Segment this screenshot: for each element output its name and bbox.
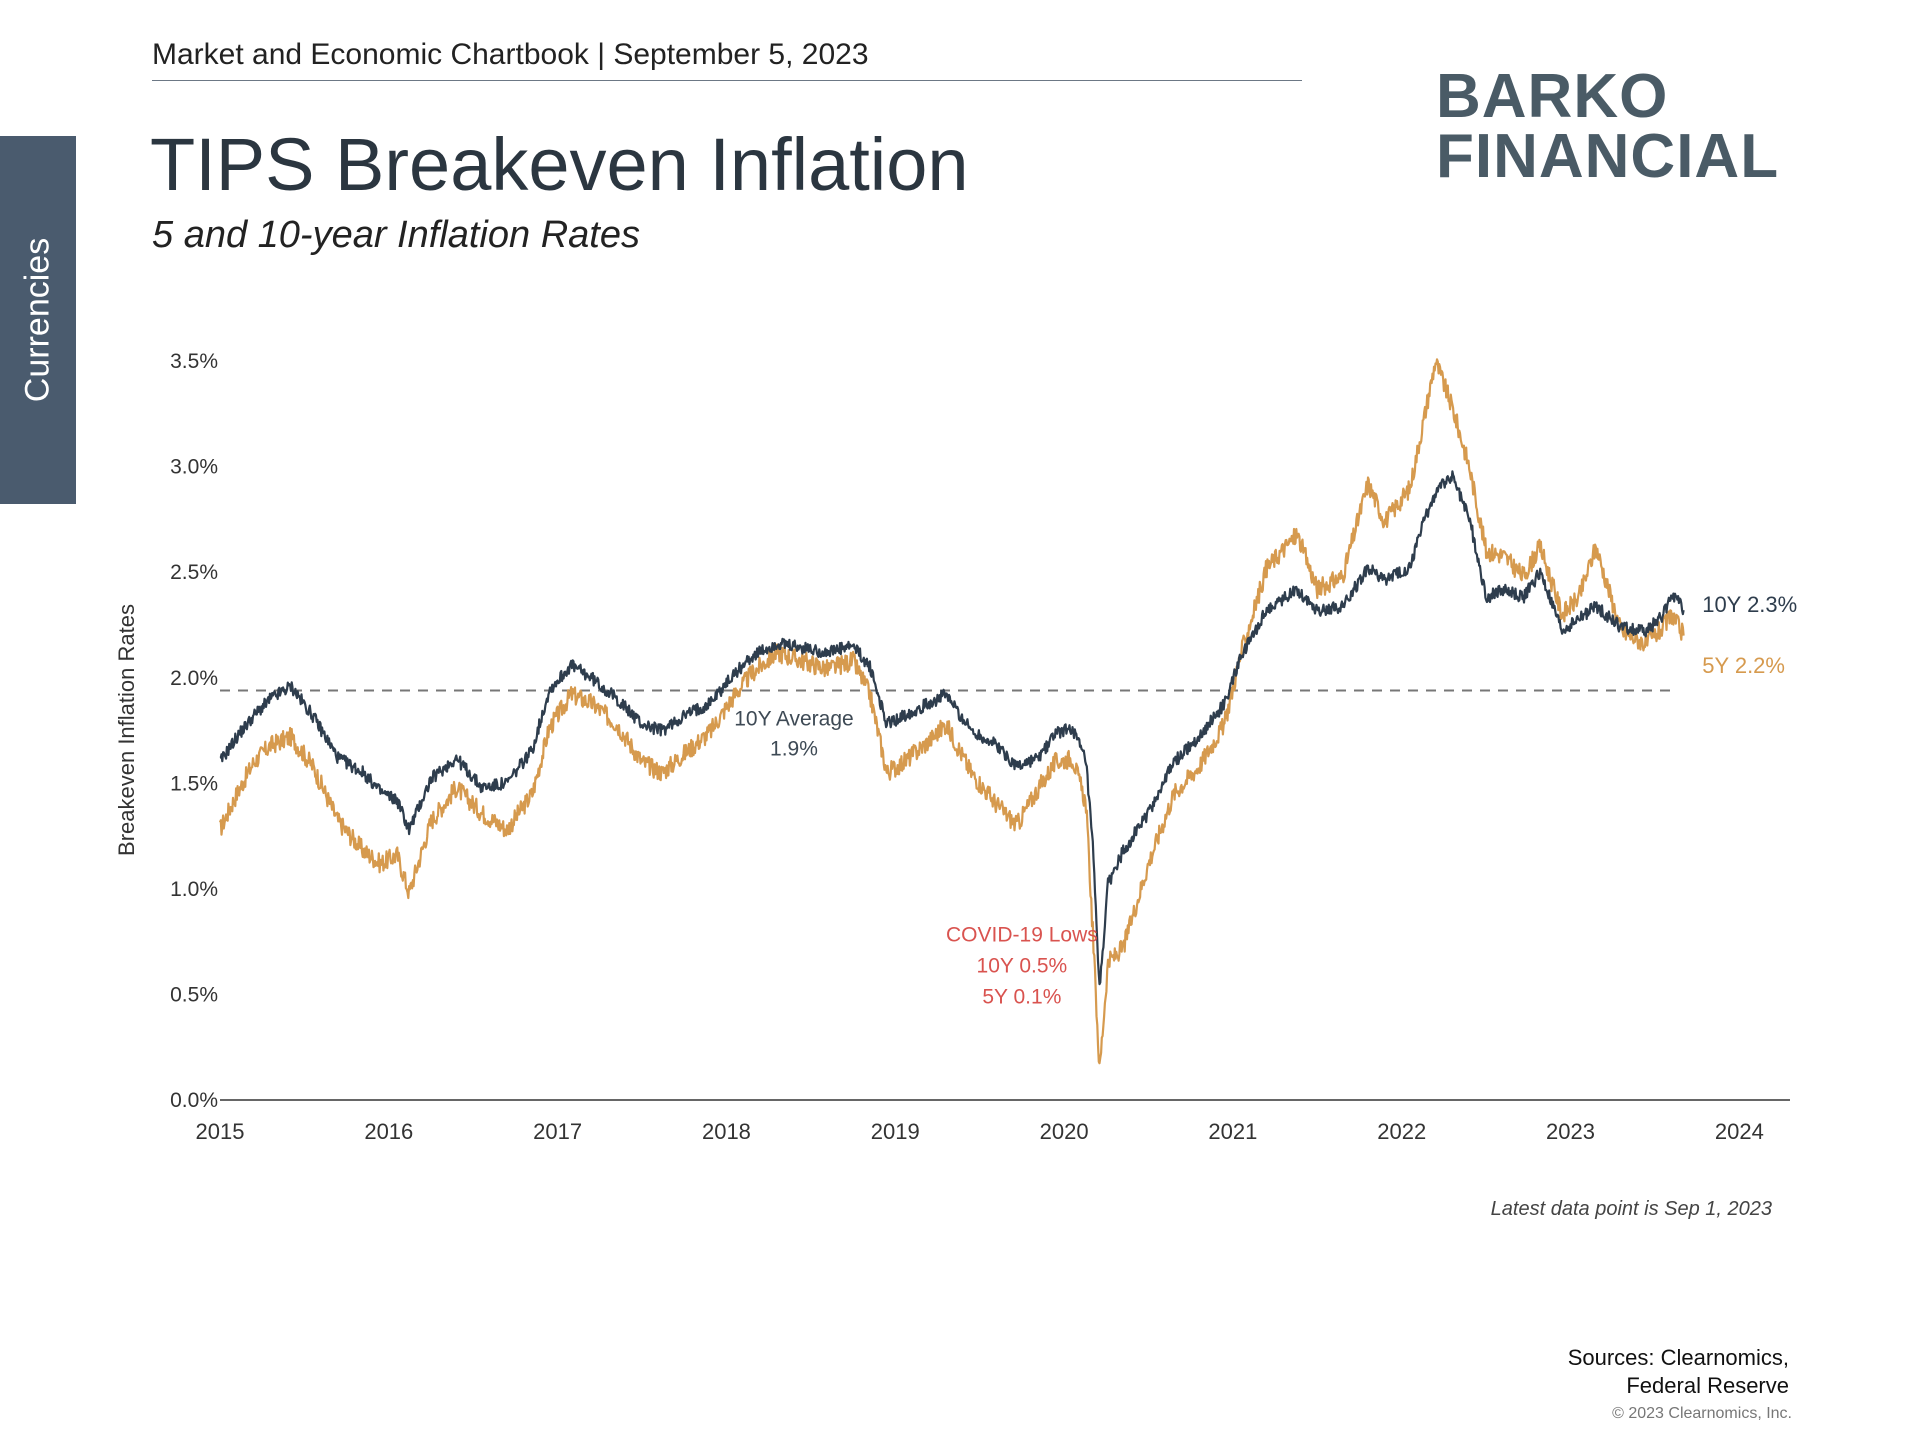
average-label-line-2: 1.9% [770,737,818,760]
sources: Sources: Clearnomics, Federal Reserve [1568,1344,1789,1399]
page-subtitle: 5 and 10-year Inflation Rates [152,214,640,256]
sources-line-1: Sources: Clearnomics, [1567,1345,1789,1370]
series-line-10y [219,470,1685,986]
y-tick-label: 0.0% [170,1089,218,1112]
side-tab[interactable]: Currencies [0,136,76,504]
average-label-line-1: 10Y Average [734,707,854,730]
logo-line-2: FINANCIAL [1436,122,1780,191]
series-line-5y [218,358,1685,1065]
x-tick-label: 2022 [1377,1119,1426,1144]
y-tick-label: 3.0% [170,456,218,479]
page-title: TIPS Breakeven Inflation [150,123,969,206]
x-tick-label: 2018 [702,1119,751,1144]
y-tick-label: 2.5% [170,561,218,584]
end-label-10y: 10Y 2.3% [1702,592,1797,617]
x-tick-label: 2015 [196,1119,245,1144]
logo-line-1: BARKO [1436,62,1669,131]
covid-annotation-line-3: 5Y 0.1% [982,986,1061,1009]
y-tick-label: 1.5% [170,772,218,795]
company-logo: BARKO FINANCIAL [1436,66,1779,188]
x-tick-label: 2016 [364,1119,413,1144]
chartbook-header: Market and Economic Chartbook | Septembe… [152,38,1302,81]
y-tick-label: 1.0% [170,878,218,901]
x-tick-label: 2023 [1546,1119,1595,1144]
y-tick-label: 2.0% [170,667,218,690]
x-tick-label: 2017 [533,1119,582,1144]
x-tick-label: 2019 [871,1119,920,1144]
copyright: © 2023 Clearnomics, Inc. [1612,1405,1792,1422]
y-tick-label: 3.5% [170,350,218,373]
x-tick-label: 2021 [1208,1119,1257,1144]
covid-annotation-line-2: 10Y 0.5% [977,955,1068,978]
x-tick-label: 2020 [1040,1119,1089,1144]
covid-annotation-line-1: COVID-19 Lows [946,924,1098,947]
y-axis-label: Breakeven Inflation Rates [114,604,139,856]
latest-data-note: Latest data point is Sep 1, 2023 [1490,1198,1772,1220]
sources-line-2: Federal Reserve [1626,1372,1789,1398]
y-tick-label: 0.5% [170,983,218,1006]
end-label-5y: 5Y 2.2% [1702,653,1785,678]
x-tick-label: 2024 [1715,1119,1764,1144]
